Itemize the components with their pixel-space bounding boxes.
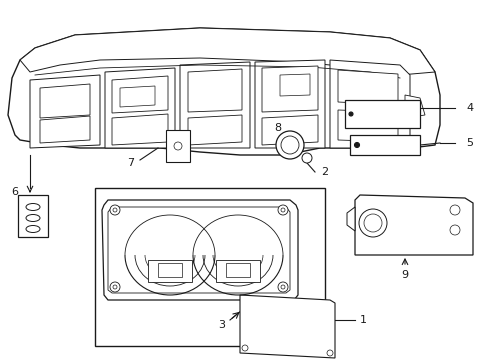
Circle shape — [326, 350, 332, 356]
Polygon shape — [105, 68, 175, 148]
Polygon shape — [112, 114, 168, 145]
Bar — [148, 260, 192, 282]
Circle shape — [358, 209, 386, 237]
Ellipse shape — [26, 225, 40, 233]
Polygon shape — [262, 66, 317, 112]
Polygon shape — [337, 70, 397, 105]
Polygon shape — [354, 195, 472, 255]
Text: 8: 8 — [274, 123, 281, 133]
Polygon shape — [280, 74, 309, 96]
Bar — [225, 263, 249, 277]
Bar — [345, 100, 419, 128]
Polygon shape — [120, 86, 155, 107]
Polygon shape — [240, 295, 334, 358]
Circle shape — [113, 285, 117, 289]
Circle shape — [110, 205, 120, 215]
Circle shape — [113, 208, 117, 212]
Circle shape — [281, 208, 285, 212]
Polygon shape — [187, 69, 242, 112]
Ellipse shape — [26, 203, 40, 211]
Text: 7: 7 — [126, 158, 134, 168]
Polygon shape — [180, 62, 249, 148]
Circle shape — [278, 205, 287, 215]
Text: 4: 4 — [466, 103, 472, 113]
Polygon shape — [404, 95, 424, 118]
Text: 1: 1 — [359, 315, 366, 325]
Circle shape — [302, 153, 311, 163]
Bar — [216, 260, 260, 282]
Circle shape — [348, 112, 352, 116]
Circle shape — [174, 142, 182, 150]
Polygon shape — [102, 200, 297, 300]
Polygon shape — [254, 60, 325, 148]
Circle shape — [363, 214, 381, 232]
Ellipse shape — [26, 215, 40, 221]
Text: 5: 5 — [466, 138, 472, 148]
Bar — [349, 135, 419, 155]
Circle shape — [354, 143, 359, 148]
Polygon shape — [187, 115, 242, 145]
Bar — [165, 130, 190, 162]
Polygon shape — [337, 110, 397, 142]
Circle shape — [278, 282, 287, 292]
Circle shape — [449, 225, 459, 235]
Polygon shape — [262, 115, 317, 145]
Polygon shape — [346, 207, 354, 231]
Text: 9: 9 — [401, 270, 408, 280]
Circle shape — [449, 205, 459, 215]
Circle shape — [275, 131, 304, 159]
Polygon shape — [40, 116, 90, 143]
Polygon shape — [8, 28, 439, 155]
Circle shape — [242, 345, 247, 351]
Circle shape — [281, 285, 285, 289]
Polygon shape — [108, 207, 289, 293]
Bar — [158, 263, 182, 277]
Circle shape — [110, 282, 120, 292]
Polygon shape — [20, 28, 434, 75]
Bar — [18, 195, 48, 237]
Circle shape — [281, 136, 298, 154]
Polygon shape — [40, 84, 90, 118]
Polygon shape — [112, 76, 168, 113]
Bar — [95, 188, 325, 346]
Text: 2: 2 — [321, 167, 328, 177]
Text: 3: 3 — [218, 320, 225, 330]
Polygon shape — [30, 75, 100, 148]
Text: 6: 6 — [11, 187, 18, 197]
Polygon shape — [329, 60, 409, 148]
